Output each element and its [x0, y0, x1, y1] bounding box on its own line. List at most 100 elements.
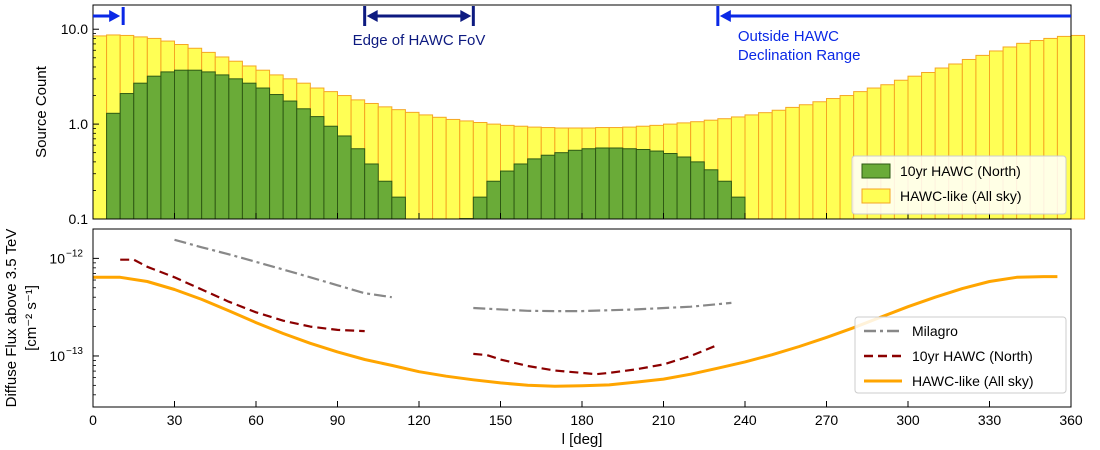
top-y-ticks: 0.1 1.0 10.0 — [61, 21, 99, 227]
bottom-legend-box — [854, 316, 1067, 394]
allsky-bar — [92, 35, 108, 220]
series-line — [473, 301, 732, 313]
hawc-bar — [472, 196, 488, 220]
hawc-bar — [119, 93, 135, 220]
top-y-tick-label: 10.0 — [61, 21, 88, 37]
x-tick-label: 180 — [570, 412, 594, 428]
allsky-bar — [432, 116, 447, 220]
flux-lines — [93, 238, 1058, 388]
allsky-bar — [826, 98, 841, 220]
x-tick-label: 270 — [815, 412, 839, 428]
allsky-bar — [758, 112, 773, 220]
hawc-bar — [649, 150, 665, 220]
hawc-bar — [323, 125, 338, 220]
hawc-bar — [690, 161, 705, 220]
legend-label-hawc: 10yr HAWC (North) — [900, 163, 1021, 179]
x-tick-label: 120 — [407, 412, 431, 428]
hawc-bar — [608, 147, 624, 220]
hawc-bar — [581, 148, 597, 220]
x-tick-label: 360 — [1059, 412, 1083, 428]
hawc-bar — [513, 163, 529, 220]
series-line — [93, 275, 1058, 388]
allsky-bar — [1070, 34, 1086, 220]
range-arrow-head — [719, 10, 731, 22]
hawc-bar — [255, 87, 271, 220]
top-legend: 10yr HAWC (North) HAWC-like (All sky) — [851, 155, 1067, 215]
hawc-bar — [228, 78, 243, 220]
bottom-legend: Milagro 10yr HAWC (North) HAWC-like (All… — [854, 316, 1067, 394]
hawc-bar — [540, 154, 556, 220]
hawc-bar — [676, 156, 692, 220]
allsky-bar — [785, 106, 800, 220]
hawc-bar — [214, 74, 230, 220]
top-y-axis-label: Source Count — [33, 65, 50, 158]
hawc-bar — [106, 112, 121, 220]
hawc-bar — [717, 180, 732, 220]
bottom-y-tick-mantissa: 10 — [49, 250, 65, 266]
bottom-x-ticks: 0 30 60 90 120 150 180 210 240 270 300 330 360 — [89, 401, 1083, 428]
bottom-y-tick-exponent: −13 — [66, 346, 83, 357]
fov-arrow-head-left — [366, 10, 378, 22]
allsky-bar — [459, 120, 474, 220]
hawc-bar — [364, 163, 379, 220]
x-tick-label: 240 — [733, 412, 757, 428]
hawc-bar — [160, 71, 176, 220]
x-tick-label: 330 — [978, 412, 1002, 428]
range-annotation-line2: Declination Range — [738, 47, 861, 64]
series-line — [473, 343, 719, 376]
fov-arrow-head-right — [460, 10, 472, 22]
hawc-bar — [391, 196, 406, 220]
hawc-bar — [309, 116, 325, 220]
bottom-y-axis-label-line2: [cm⁻² s⁻¹] — [23, 285, 40, 351]
fov-annotation-text: Edge of HAWC FoV — [353, 32, 486, 49]
hawc-bar — [377, 180, 393, 220]
hawc-bar — [527, 158, 542, 220]
top-y-tick-label: 0.1 — [69, 211, 89, 227]
bottom-y-tick-exponent: −12 — [66, 248, 83, 259]
top-y-tick-label: 1.0 — [69, 116, 89, 132]
range-annotation-line1: Outside HAWC — [738, 28, 839, 45]
bottom-y-tick-mantissa: 10 — [49, 348, 65, 364]
allsky-bar — [418, 114, 434, 220]
hawc-bar — [663, 153, 678, 220]
series-line — [120, 258, 365, 333]
hawc-bar — [296, 108, 311, 220]
hawc-bar — [269, 94, 284, 220]
hawc-bar — [730, 196, 746, 220]
legend-swatch-allsky — [861, 188, 891, 204]
hawc-bar — [350, 148, 366, 220]
x-axis-label: l [deg] — [562, 431, 603, 448]
hawc-bar — [595, 147, 610, 220]
hawc-bar — [187, 69, 203, 220]
x-tick-label: 210 — [652, 412, 676, 428]
legend-label-hawclike: HAWC-like (All sky) — [912, 373, 1034, 389]
hawc-bar — [635, 149, 651, 220]
left-arrow-head — [109, 10, 121, 22]
allsky-bar — [798, 104, 814, 220]
x-tick-label: 300 — [896, 412, 920, 428]
hawc-bar — [146, 75, 162, 220]
allsky-bar — [404, 111, 420, 220]
annotation-fov: Edge of HAWC FoV — [353, 6, 486, 49]
legend-swatch-hawc — [861, 163, 891, 179]
x-tick-label: 150 — [489, 412, 513, 428]
allsky-bar — [812, 101, 828, 220]
top-legend-box — [851, 155, 1067, 215]
hawc-bar — [567, 149, 583, 220]
x-tick-label: 30 — [167, 412, 183, 428]
x-tick-label: 60 — [248, 412, 264, 428]
hawc-bar — [201, 71, 216, 220]
hawc-bar — [337, 135, 352, 220]
annotation-left-arrow — [93, 7, 125, 25]
series-line — [174, 238, 392, 299]
allsky-bar — [445, 118, 461, 220]
hawc-bar — [703, 169, 719, 220]
allsky-bar — [771, 109, 787, 220]
annotation-range: Outside HAWC Declination Range — [716, 6, 1071, 64]
hawc-bar — [554, 152, 569, 220]
hawc-bar — [241, 82, 257, 220]
hawc-bar — [282, 100, 298, 220]
